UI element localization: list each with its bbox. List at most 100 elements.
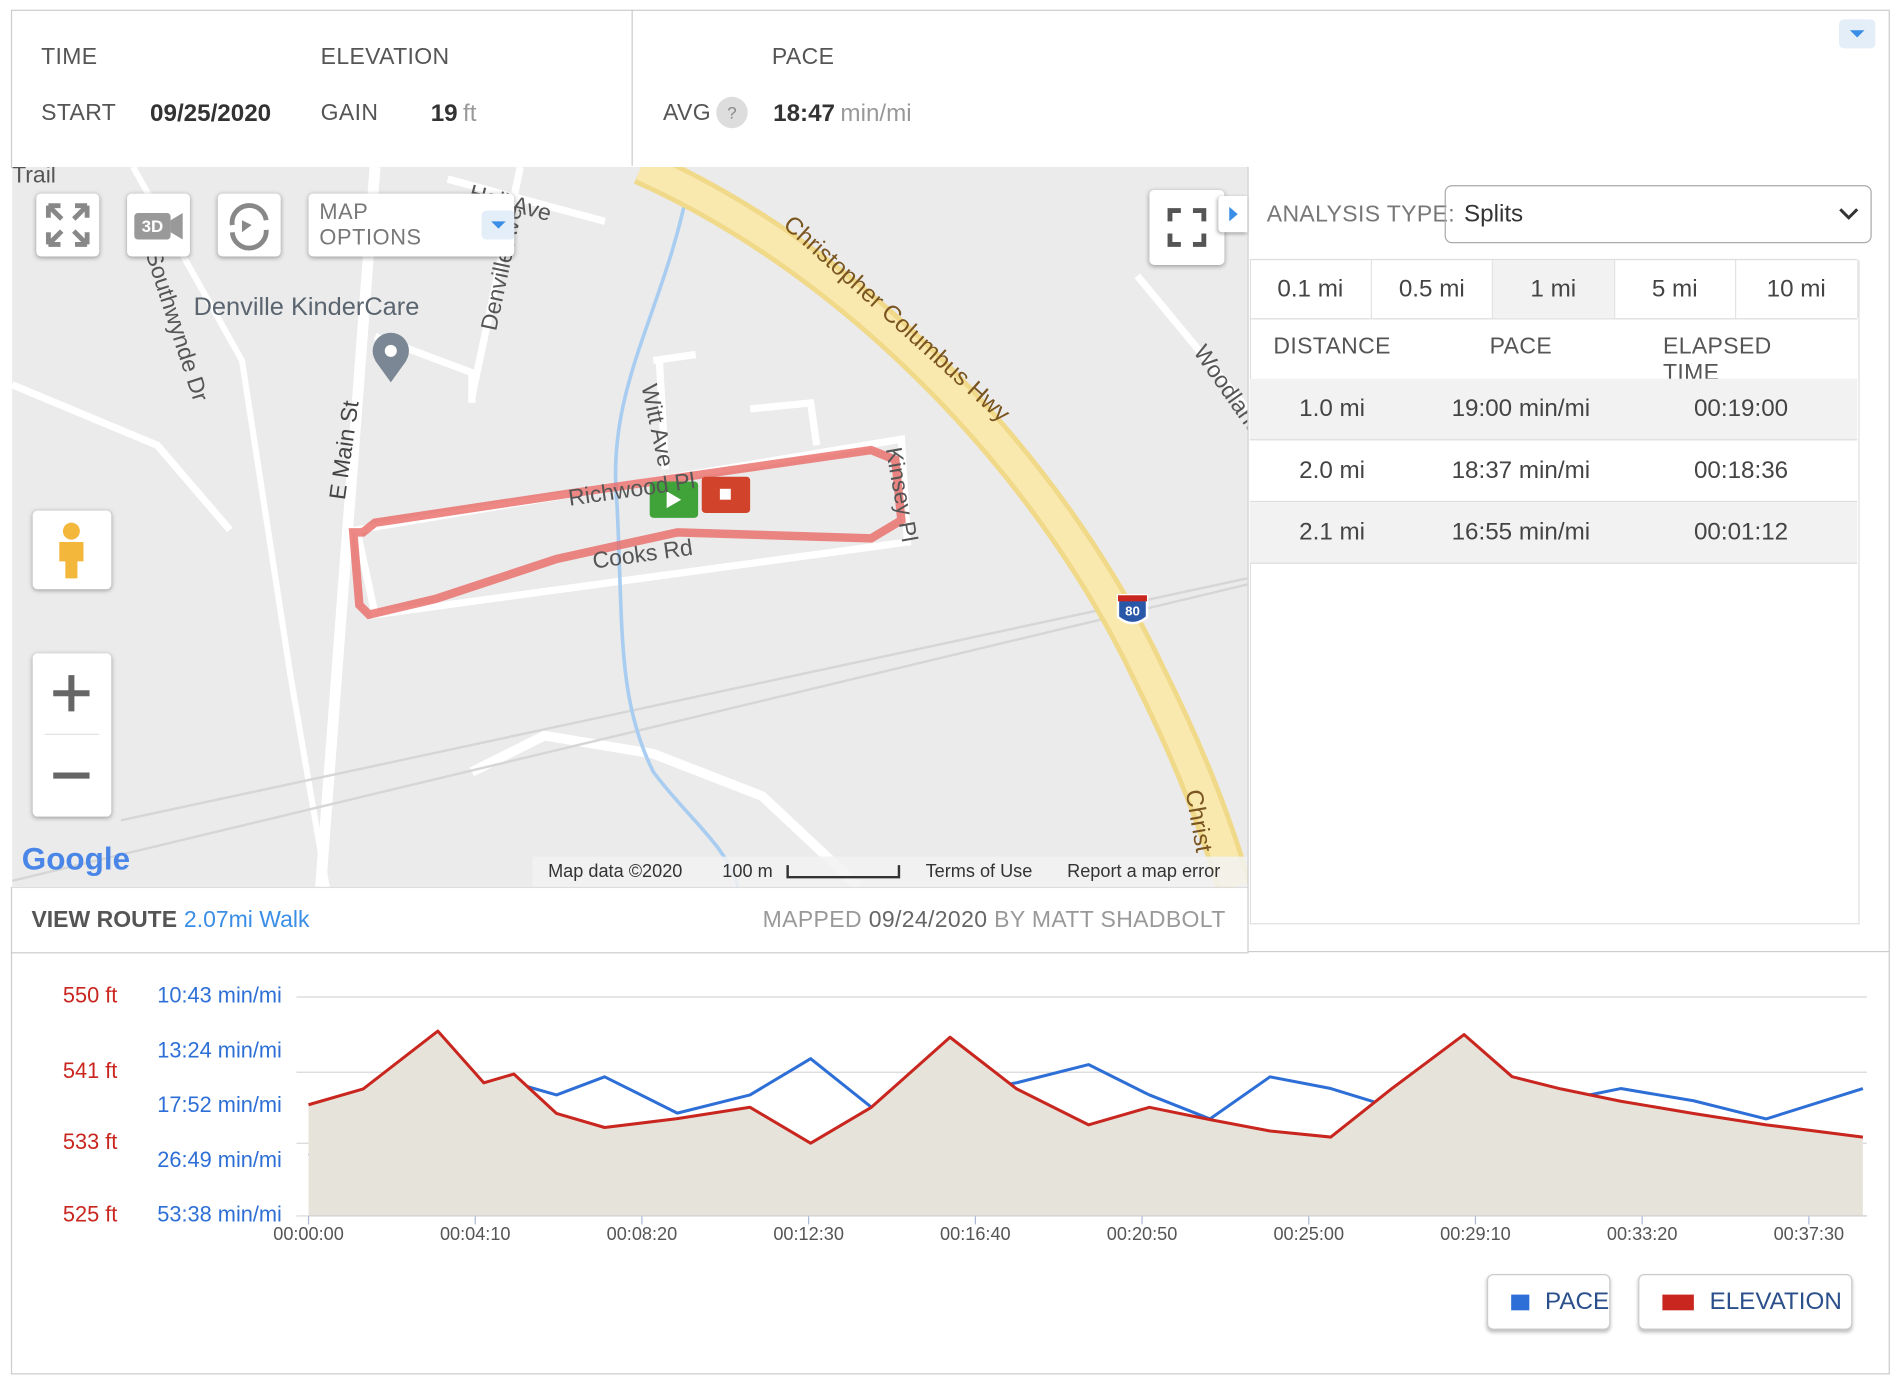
route-bar bbox=[10, 886, 1249, 954]
zoom-in[interactable] bbox=[53, 675, 90, 712]
highway bbox=[635, 166, 1247, 887]
help-icon[interactable]: ? bbox=[716, 96, 748, 129]
arrow-path bbox=[1839, 208, 1859, 220]
select-value: Splits bbox=[1463, 200, 1524, 227]
split-cell: 18:37 min/mi bbox=[1451, 457, 1591, 484]
time-label: TIME bbox=[41, 44, 98, 71]
x-tick-label: 00:00:00 bbox=[273, 1224, 344, 1244]
caret bbox=[1849, 30, 1865, 38]
road bbox=[12, 381, 233, 533]
map[interactable]: 80 Trail Hall Ave Denville KinderCare So… bbox=[12, 166, 1248, 887]
legend-item[interactable]: ELEVATION bbox=[1638, 1274, 1853, 1330]
column-header: PACE bbox=[1489, 333, 1553, 360]
stop-marker[interactable] bbox=[701, 476, 751, 513]
road bbox=[652, 350, 697, 470]
analysis-type-select[interactable]: Splits bbox=[1444, 185, 1872, 244]
analysis-body bbox=[1249, 260, 1860, 925]
legend-label: PACE bbox=[1545, 1287, 1610, 1315]
avg-label: AVG bbox=[663, 100, 711, 126]
river bbox=[613, 178, 740, 887]
split-cell: 2.0 mi bbox=[1299, 457, 1366, 484]
legend-item[interactable]: PACE bbox=[1486, 1274, 1611, 1330]
split-cell: 1.0 mi bbox=[1299, 395, 1366, 423]
mapped-date: 09/24/2020 bbox=[868, 907, 988, 933]
road bbox=[749, 398, 821, 446]
graphic bbox=[384, 344, 397, 357]
y2-tick-label: 10:43 min/mi bbox=[157, 983, 282, 1008]
tab[interactable]: 1 mi bbox=[1492, 260, 1615, 319]
start-label: START bbox=[41, 100, 117, 126]
chart: 525 ft 533 ft 541 ft 550 ft 53:38 min/mi 26:4… bbox=[63, 983, 1867, 1244]
map-options-button[interactable]: MAP OPTIONS bbox=[308, 193, 515, 257]
x-tick-label: 00:33:20 bbox=[1607, 1224, 1678, 1244]
column-header: DISTANCE bbox=[1273, 333, 1391, 360]
tab[interactable]: 5 mi bbox=[1614, 260, 1737, 319]
elevation-label: ELEVATION bbox=[320, 44, 450, 71]
pace-label: PACE bbox=[771, 44, 835, 71]
collapse-button[interactable] bbox=[1839, 19, 1876, 49]
x-tick-label: 00:04:10 bbox=[440, 1224, 511, 1244]
poi-marker[interactable] bbox=[372, 332, 409, 383]
y-tick-label: 533 ft bbox=[63, 1129, 117, 1154]
x-tick-label: 00:25:00 bbox=[1273, 1224, 1344, 1244]
terms-link[interactable]: Terms of Use bbox=[926, 861, 1033, 881]
road bbox=[446, 175, 606, 225]
icon-path bbox=[45, 203, 90, 247]
graphic bbox=[719, 488, 731, 500]
report-link[interactable]: Report a map error bbox=[1067, 861, 1220, 881]
icon: 3D bbox=[134, 212, 183, 240]
icon-path bbox=[1229, 206, 1238, 222]
split-row: 1.0 mi 19:00 min/mi 00:19:00 bbox=[1249, 378, 1858, 441]
poi-label: Denville KinderCare bbox=[194, 293, 420, 321]
y-tick-label: 525 ft bbox=[63, 1202, 117, 1227]
panel-toggle[interactable] bbox=[1218, 196, 1248, 233]
divider bbox=[1249, 318, 1858, 320]
icon bbox=[1167, 208, 1207, 247]
scale-label: 100 m bbox=[722, 861, 772, 881]
tab[interactable]: 0.1 mi bbox=[1250, 260, 1373, 319]
analysis-type-label: ANALYSIS TYPE: bbox=[1266, 202, 1455, 228]
icon-path bbox=[229, 203, 269, 251]
route-link[interactable]: 2.07mi Walk bbox=[183, 907, 310, 933]
x-tick-label: 00:29:10 bbox=[1440, 1224, 1511, 1244]
split-cell: 2.1 mi bbox=[1299, 519, 1366, 546]
split-cell: 00:01:12 bbox=[1693, 519, 1789, 546]
select-arrow bbox=[1839, 208, 1859, 220]
roads bbox=[12, 166, 1248, 887]
y2-tick-label: 53:38 min/mi bbox=[157, 1202, 282, 1227]
divider bbox=[631, 9, 633, 166]
rail bbox=[12, 583, 1248, 882]
scale-bar bbox=[786, 865, 901, 879]
view-route-label: VIEW ROUTE bbox=[31, 907, 178, 933]
graphic bbox=[375, 360, 407, 383]
road bbox=[469, 730, 863, 887]
x-tick-label: 00:37:30 bbox=[1774, 1224, 1845, 1244]
chart-panel bbox=[10, 952, 1890, 1375]
3d-button[interactable]: 3D bbox=[127, 193, 190, 257]
street-view-button[interactable] bbox=[32, 510, 112, 590]
avg-value: 18:47 bbox=[773, 100, 836, 128]
3d-label: 3D bbox=[142, 217, 164, 236]
interstate-shield: 80 bbox=[1116, 594, 1149, 625]
rotate-button[interactable] bbox=[217, 193, 281, 257]
map-fullscreen-button[interactable] bbox=[1149, 189, 1225, 265]
gain: 19 ft bbox=[431, 100, 477, 128]
stats-header bbox=[10, 9, 1890, 169]
tab[interactable]: 0.5 mi bbox=[1371, 260, 1494, 319]
avg-pace: 18:47 min/mi bbox=[773, 100, 912, 128]
split-cell: 16:55 min/mi bbox=[1451, 519, 1591, 546]
fullscreen-button[interactable] bbox=[36, 193, 100, 257]
column-header: ELAPSED TIME bbox=[1663, 333, 1772, 386]
split-cell: 00:19:00 bbox=[1693, 395, 1789, 423]
y2-tick-label: 17:52 min/mi bbox=[157, 1092, 282, 1117]
tab[interactable]: 10 mi bbox=[1736, 260, 1858, 319]
icon-path bbox=[134, 212, 171, 240]
gain-value: 19 bbox=[430, 100, 458, 128]
rail bbox=[120, 577, 1248, 822]
caret-icon bbox=[1849, 30, 1865, 38]
start-marker[interactable] bbox=[649, 481, 699, 518]
icon bbox=[44, 675, 100, 779]
gain-unit: ft bbox=[463, 100, 477, 128]
street-label: Trail bbox=[12, 167, 56, 188]
icon bbox=[229, 203, 269, 251]
